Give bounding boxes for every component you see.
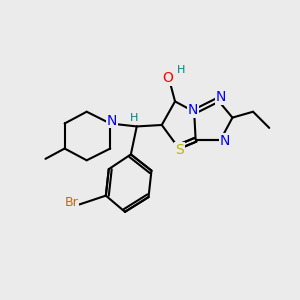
Text: N: N [220,134,230,148]
Text: N: N [188,103,198,117]
Text: H: H [130,113,138,123]
Text: H: H [177,65,185,76]
Text: Br: Br [65,196,79,209]
Text: N: N [215,90,226,104]
Text: O: O [162,71,173,85]
Text: S: S [175,143,184,157]
Text: N: N [106,114,117,128]
